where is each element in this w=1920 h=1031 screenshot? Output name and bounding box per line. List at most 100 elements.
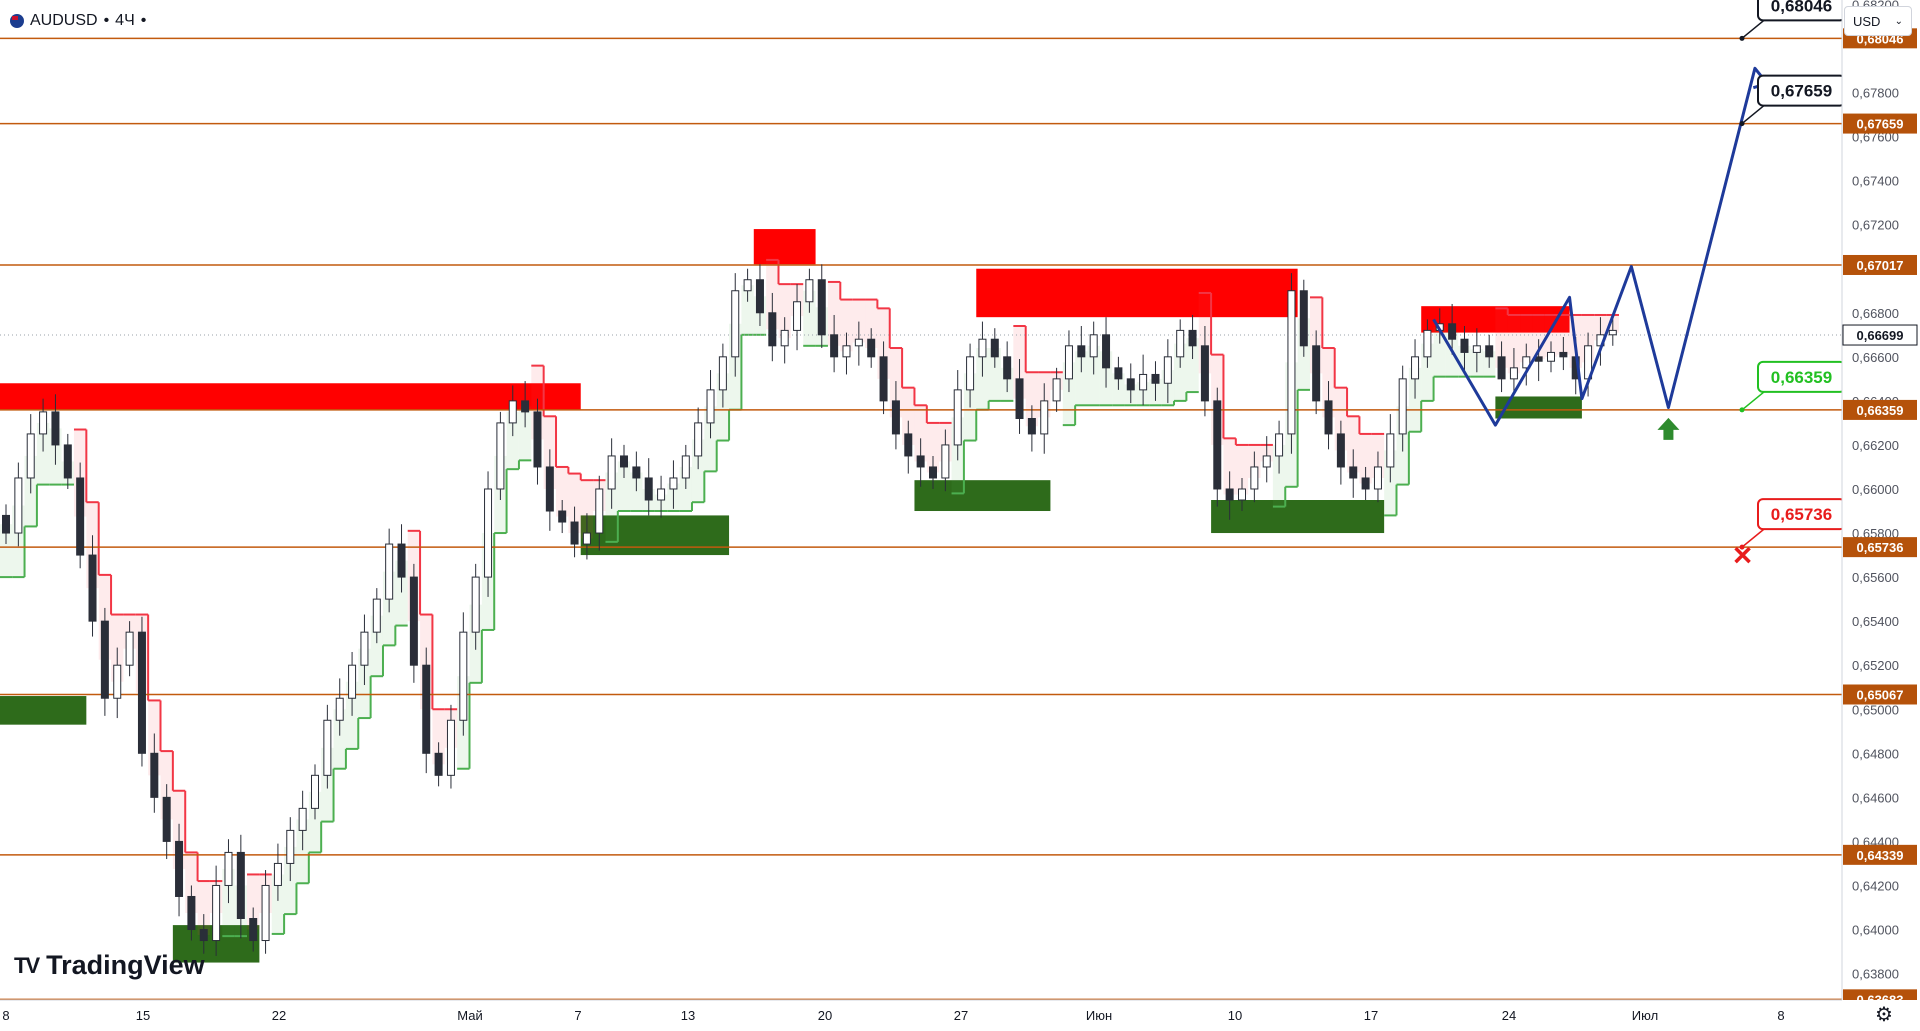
candle-down bbox=[1213, 400, 1222, 490]
level-price-label: 0,64339 bbox=[1857, 848, 1904, 863]
supertrend-fill bbox=[271, 874, 285, 934]
supertrend-fill bbox=[852, 299, 866, 343]
candle-down bbox=[830, 334, 839, 358]
target-label-text: 0,68046 bbox=[1771, 0, 1832, 15]
candle-up bbox=[805, 279, 814, 303]
supertrend-fill bbox=[630, 472, 643, 512]
level-price-tag bbox=[1843, 537, 1917, 558]
resistance-zone bbox=[0, 383, 581, 410]
level-price-label: 0,67017 bbox=[1857, 258, 1904, 273]
support-zone bbox=[914, 480, 1051, 512]
candle-up bbox=[508, 400, 517, 424]
candles-layer bbox=[2, 264, 1617, 956]
level-price-label: 0,65067 bbox=[1857, 687, 1904, 702]
candle-up bbox=[286, 829, 295, 864]
logo-text: TradingView bbox=[46, 950, 205, 980]
y-tick-label: 0,67200 bbox=[1852, 218, 1899, 233]
candle-up bbox=[966, 356, 975, 391]
supertrend-fill bbox=[976, 348, 989, 410]
level-price-label: 0,65736 bbox=[1857, 540, 1904, 555]
gear-icon[interactable]: ⚙ bbox=[1875, 1003, 1893, 1026]
candle-up bbox=[595, 488, 604, 534]
candle-up bbox=[694, 422, 703, 457]
candle-up bbox=[26, 433, 35, 479]
y-tick-label: 0,64200 bbox=[1852, 878, 1899, 893]
supertrend-fill bbox=[197, 881, 210, 936]
candle-up bbox=[1608, 329, 1617, 336]
y-tick-label: 0,67800 bbox=[1852, 86, 1899, 101]
supertrend-fill bbox=[1421, 343, 1434, 401]
level-price-tag bbox=[1843, 399, 1917, 420]
candle-down bbox=[150, 752, 159, 798]
x-tick-label: Июн bbox=[1086, 1008, 1112, 1023]
candle-down bbox=[422, 664, 431, 754]
candle-up bbox=[706, 389, 715, 424]
candle-down bbox=[1027, 418, 1036, 435]
y-tick-label: 0,65200 bbox=[1852, 658, 1899, 673]
level-price-label: 0,66359 bbox=[1857, 403, 1904, 418]
x-tick-label: 8 bbox=[1777, 1008, 1784, 1023]
flag-icon bbox=[10, 14, 24, 28]
candle-down bbox=[100, 620, 109, 699]
supertrend-fill bbox=[333, 709, 346, 769]
currency-select[interactable]: USD ⌄ bbox=[1844, 6, 1912, 36]
candle-up bbox=[14, 477, 23, 534]
candle-up bbox=[113, 664, 122, 699]
supertrend-fill bbox=[1359, 433, 1372, 484]
supertrend-fill bbox=[741, 285, 754, 335]
x-tick-label: Май bbox=[457, 1008, 482, 1023]
candle-down bbox=[51, 411, 60, 446]
candle-down bbox=[409, 576, 418, 666]
candle-up bbox=[1275, 433, 1284, 457]
candle-up bbox=[224, 851, 233, 886]
symbol-header[interactable]: AUDUSD • 4Ч • bbox=[10, 9, 146, 33]
support-zone bbox=[1495, 396, 1582, 419]
supertrend-fill bbox=[1507, 314, 1521, 374]
resistance-zone bbox=[1421, 306, 1570, 333]
y-tick-label: 0,64000 bbox=[1852, 923, 1899, 938]
y-tick-label: 0,66600 bbox=[1852, 350, 1899, 365]
candle-up bbox=[1139, 373, 1148, 391]
candle-down bbox=[236, 851, 245, 920]
supertrend-fill bbox=[1235, 444, 1249, 495]
candle-up bbox=[1064, 345, 1073, 380]
candle-up bbox=[718, 356, 727, 391]
candle-up bbox=[125, 631, 134, 666]
candle-down bbox=[916, 455, 925, 468]
candle-up bbox=[1373, 466, 1382, 490]
candle-down bbox=[817, 279, 826, 336]
candle-up bbox=[1547, 351, 1555, 362]
candle-down bbox=[768, 312, 777, 347]
stop-label-leader bbox=[1741, 528, 1765, 548]
candle-up bbox=[1411, 356, 1420, 380]
supertrend-fill bbox=[506, 411, 519, 470]
y-tick-label: 0,66000 bbox=[1852, 482, 1899, 497]
supertrend-fill bbox=[1223, 438, 1236, 495]
candle-down bbox=[1460, 338, 1469, 353]
candle-up bbox=[941, 444, 950, 479]
supertrend-fill bbox=[247, 874, 260, 930]
candle-up bbox=[731, 290, 740, 358]
candle-down bbox=[1151, 373, 1160, 384]
candle-down bbox=[1336, 433, 1345, 468]
candle-up bbox=[681, 455, 690, 479]
supertrend-fill bbox=[568, 473, 581, 534]
level-price-tag bbox=[1843, 684, 1917, 705]
candle-down bbox=[545, 466, 554, 512]
target-label-leader bbox=[1741, 19, 1765, 39]
supertrend-fill bbox=[432, 709, 445, 765]
candle-down bbox=[1102, 334, 1111, 369]
supertrend-fill bbox=[556, 466, 569, 517]
candle-up bbox=[842, 345, 851, 358]
supertrend-fill bbox=[902, 387, 915, 445]
candle-down bbox=[162, 796, 171, 842]
level-price-tag bbox=[1843, 254, 1917, 275]
candle-down bbox=[397, 543, 406, 578]
candle-up bbox=[1052, 378, 1061, 402]
support-zone bbox=[580, 515, 730, 556]
y-tick-label: 0,65400 bbox=[1852, 614, 1899, 629]
candle-down bbox=[990, 338, 999, 358]
supertrend-fill bbox=[580, 480, 594, 539]
candle-up bbox=[1040, 400, 1049, 435]
